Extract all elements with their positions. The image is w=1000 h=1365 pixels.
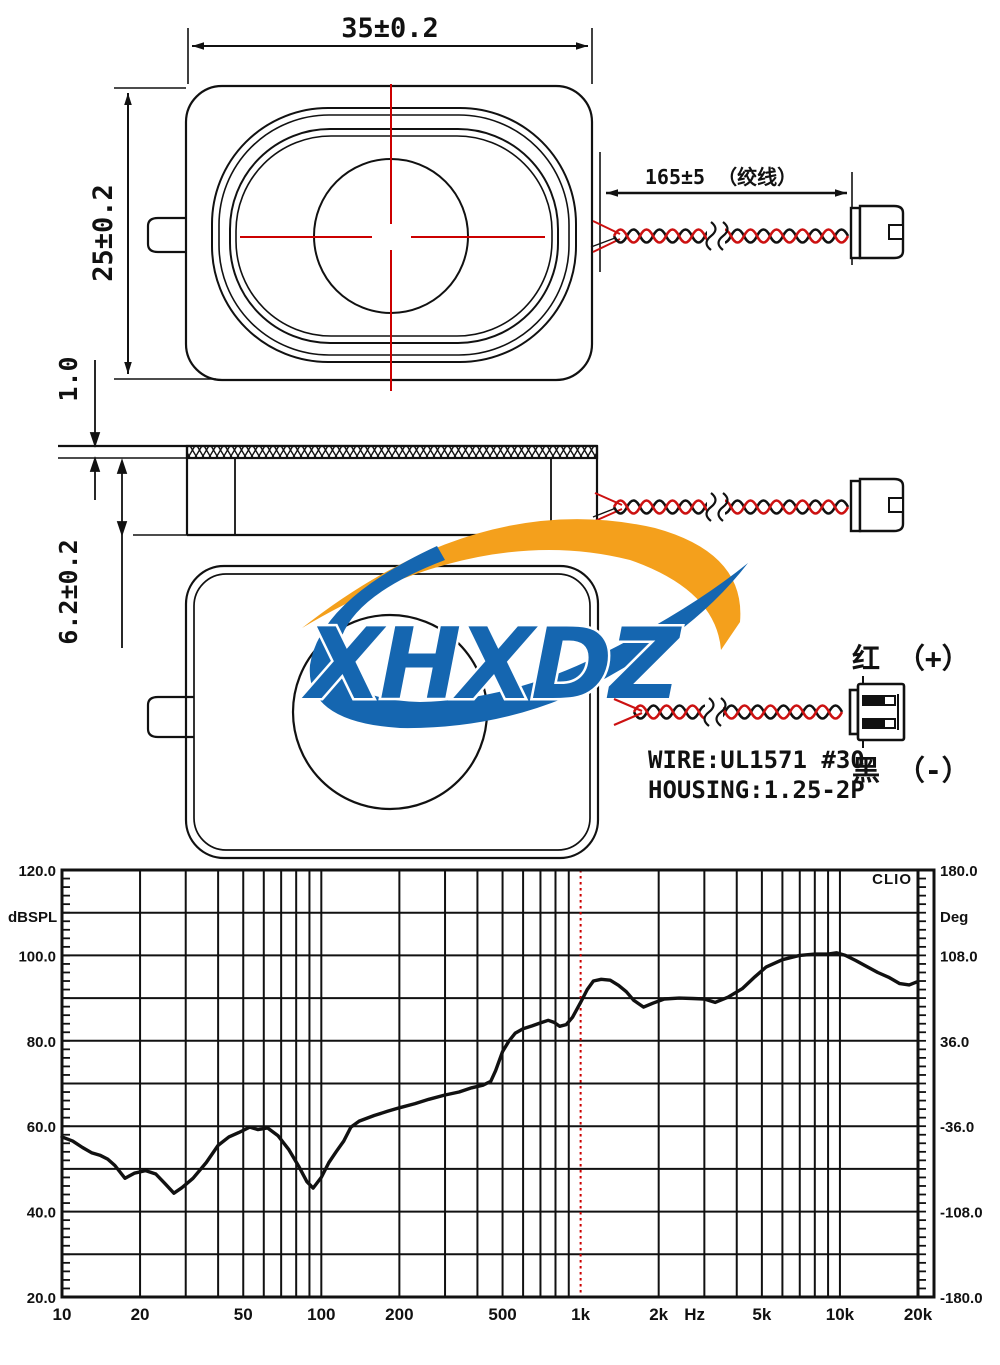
deg-axis-tick-label: -36.0: [940, 1119, 974, 1136]
frequency-response-chart: 120.0 100.0 80.0 60.0 40.0 20.0 180.0 108.0 36.0…: [8, 863, 983, 1324]
y-axis-tick-label: 80.0: [27, 1034, 56, 1051]
housing-spec-label: HOUSING:1.25-2P: [648, 776, 865, 804]
dim-top-thickness: [89, 360, 101, 500]
wire-red: [632, 704, 844, 720]
wire-break-mark: [717, 221, 729, 251]
wire-break-gap: [707, 496, 725, 518]
x-axis-tick-label: 20: [131, 1305, 150, 1324]
wire-break-mark: [703, 697, 715, 727]
x-axis-unit-label: Hz: [684, 1305, 705, 1324]
deg-axis-tick-label: 180.0: [940, 863, 978, 880]
dim-width-label: 35±0.2: [341, 13, 439, 44]
wire-spec-label: WIRE:UL1571 #30: [648, 746, 865, 774]
y-axis-tick-label: 20.0: [27, 1290, 56, 1307]
axis-unit-left: dBSPL: [8, 909, 57, 926]
deg-axis-tick-label: -108.0: [940, 1205, 983, 1222]
axis-unit-right: Deg: [940, 909, 968, 926]
wire-break-mark: [717, 492, 729, 522]
x-axis-tick-label: 100: [307, 1305, 335, 1324]
dim-height: [114, 87, 216, 380]
cone-hatch-strip: [185, 444, 599, 460]
gasket-outer: [211, 107, 577, 363]
twisted-wire: [612, 492, 850, 522]
x-axis-tick-label: 10k: [826, 1305, 855, 1324]
dim-height-label: 25±0.2: [88, 184, 119, 282]
wire-break-mark: [705, 492, 717, 522]
logo-blue-swoosh: [309, 546, 748, 729]
x-axis-tick-label: 50: [234, 1305, 253, 1324]
logo: XHXDZ: [299, 519, 748, 729]
wire-red: [612, 228, 850, 244]
x-axis-tick-label: 2k: [649, 1305, 668, 1324]
chart-axis-labels: 120.0 100.0 80.0 60.0 40.0 20.0 180.0 108.0 36.0…: [18, 863, 982, 1324]
dim-depth-label: 6.2±0.2: [54, 539, 83, 644]
y-axis-tick-label: 100.0: [18, 948, 56, 965]
red-wire-label: 红 （+）: [852, 642, 970, 675]
wire-break-mark: [715, 697, 727, 727]
gasket-inner: [218, 114, 570, 356]
wire-break-mark: [705, 221, 717, 251]
rear-mounting-tab: [146, 695, 194, 739]
surround-outer: [229, 128, 559, 344]
twisted-wire: [612, 221, 850, 251]
front-centerlines: [240, 84, 545, 391]
response-curve: [60, 951, 920, 1195]
logo-orange-swoosh: [302, 519, 741, 650]
front-outer-frame: [184, 84, 594, 382]
x-axis-tick-label: 1k: [571, 1305, 590, 1324]
dim-wire-length-label: 165±5 （绞线）: [645, 165, 797, 189]
deg-axis-tick-label: -180.0: [940, 1290, 983, 1307]
wires: [612, 221, 850, 727]
twisted-wire: [632, 697, 844, 727]
x-axis-tick-label: 5k: [752, 1305, 771, 1324]
x-axis-tick-label: 500: [488, 1305, 516, 1324]
y-axis-tick-label: 120.0: [18, 863, 56, 880]
chart-grid: [62, 870, 918, 1297]
dim-width: [187, 28, 593, 84]
surround-inner: [235, 135, 553, 337]
side-connector: [849, 477, 905, 533]
y-axis-tick-label: 40.0: [27, 1205, 56, 1222]
rear-wire-leads: [613, 697, 643, 727]
dim-depth: [116, 458, 128, 648]
front-view: [146, 84, 594, 382]
side-view: [58, 444, 599, 537]
rear-connector: [848, 676, 906, 748]
mounting-tab: [146, 216, 186, 254]
front-connector: [849, 204, 905, 260]
rear-outer-frame: [184, 564, 600, 860]
deg-axis-tick-label: 36.0: [940, 1034, 969, 1051]
black-wire-label: 黑 （-）: [852, 754, 970, 787]
wire-break-gap: [705, 701, 723, 723]
deg-axis-tick-label: 108.0: [940, 948, 978, 965]
x-axis-tick-label: 10: [53, 1305, 72, 1324]
wire-break-gap: [707, 225, 725, 247]
x-axis-tick-label: 20k: [904, 1305, 933, 1324]
chart-brand: CLIO: [872, 871, 912, 888]
x-axis-tick-label: 200: [385, 1305, 413, 1324]
y-axis-tick-label: 60.0: [27, 1119, 56, 1136]
chart-ticks: [62, 869, 926, 1298]
wire-red: [612, 499, 850, 515]
dim-top-thickness-label: 1.0: [54, 356, 83, 401]
